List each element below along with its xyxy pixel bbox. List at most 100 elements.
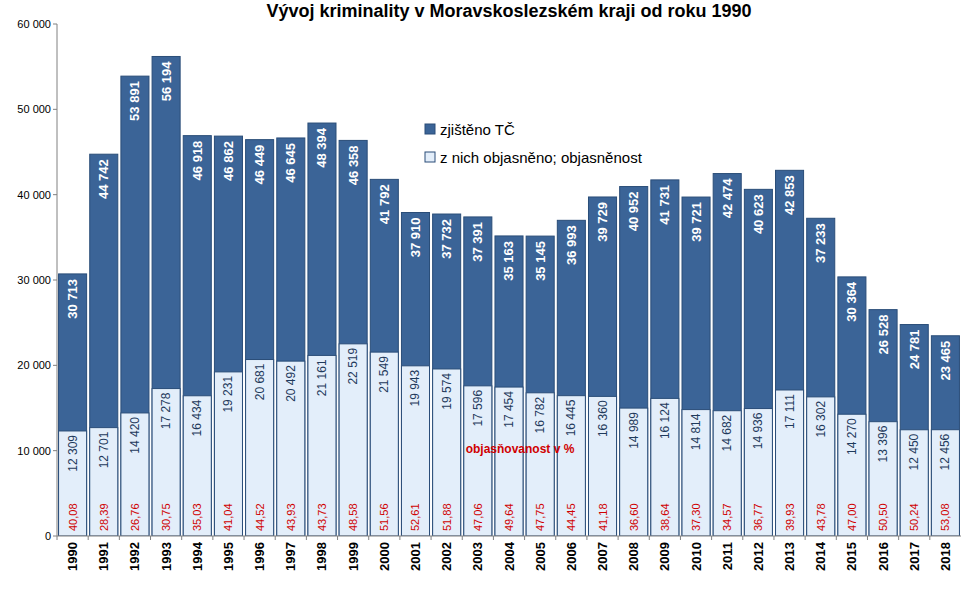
data-label: 14 682 bbox=[720, 414, 734, 451]
y-tick bbox=[53, 365, 57, 366]
data-label: 36 993 bbox=[564, 225, 579, 265]
x-tick bbox=[119, 536, 120, 540]
data-label: 20 681 bbox=[253, 363, 267, 400]
data-label: 44 742 bbox=[96, 159, 111, 199]
bar bbox=[682, 410, 710, 536]
data-label: 16 302 bbox=[814, 401, 828, 438]
bar bbox=[869, 310, 897, 536]
x-axis bbox=[57, 536, 961, 537]
data-label: 17 454 bbox=[502, 391, 516, 428]
rate-label: 47,06 bbox=[472, 503, 484, 531]
x-tick bbox=[929, 536, 930, 540]
data-label: 16 124 bbox=[658, 402, 672, 439]
x-tick-label: 2008 bbox=[626, 542, 641, 571]
bar bbox=[744, 189, 772, 536]
rate-label: 50,50 bbox=[877, 503, 889, 531]
x-tick bbox=[805, 536, 806, 540]
x-tick-label: 2003 bbox=[470, 542, 485, 571]
bar bbox=[495, 236, 523, 536]
bar bbox=[495, 387, 523, 536]
bar bbox=[246, 140, 274, 536]
data-label: 42 853 bbox=[782, 175, 797, 215]
data-label: 46 862 bbox=[221, 141, 236, 181]
data-label: 23 465 bbox=[938, 341, 953, 381]
bar bbox=[308, 355, 336, 536]
x-tick bbox=[493, 536, 494, 540]
data-label: 14 270 bbox=[845, 418, 859, 455]
x-tick-label: 2017 bbox=[907, 542, 922, 571]
x-tick-label: 2009 bbox=[657, 542, 672, 571]
bar bbox=[214, 372, 242, 536]
x-tick bbox=[742, 536, 743, 540]
x-tick-label: 2013 bbox=[782, 542, 797, 571]
bar bbox=[620, 187, 648, 536]
x-tick bbox=[898, 536, 899, 540]
bar bbox=[838, 277, 866, 536]
x-tick bbox=[555, 536, 556, 540]
data-label: 40 952 bbox=[626, 192, 641, 232]
x-tick bbox=[431, 536, 432, 540]
bar bbox=[713, 174, 741, 536]
data-label: 19 943 bbox=[408, 369, 422, 406]
y-tick-label: 10 000 bbox=[17, 445, 51, 457]
x-tick bbox=[680, 536, 681, 540]
y-tick-label: 20 000 bbox=[17, 359, 51, 371]
rate-label: 35,03 bbox=[191, 503, 203, 531]
legend-label: zjištěno TČ bbox=[440, 121, 515, 138]
y-tick bbox=[53, 280, 57, 281]
data-label: 17 596 bbox=[471, 390, 485, 427]
x-tick bbox=[368, 536, 369, 540]
bar bbox=[339, 140, 367, 536]
x-tick-label: 1992 bbox=[127, 542, 142, 571]
bars bbox=[59, 56, 960, 536]
x-tick bbox=[244, 536, 245, 540]
x-tick-label: 2015 bbox=[844, 542, 859, 571]
x-tick bbox=[57, 536, 58, 540]
rate-label: 52,61 bbox=[409, 503, 421, 531]
bar bbox=[401, 366, 429, 536]
bar bbox=[401, 213, 429, 536]
bar bbox=[59, 431, 87, 536]
data-label: 16 445 bbox=[564, 399, 578, 436]
bar bbox=[557, 396, 585, 536]
data-label: 41 792 bbox=[377, 184, 392, 224]
rate-label: 34,57 bbox=[721, 503, 733, 531]
x-tick-label: 1993 bbox=[159, 542, 174, 571]
data-label: 46 645 bbox=[283, 143, 298, 183]
x-tick bbox=[275, 536, 276, 540]
x-tick-label: 2010 bbox=[689, 542, 704, 571]
data-label: 17 278 bbox=[159, 392, 173, 429]
rate-label: 26,76 bbox=[129, 503, 141, 531]
bar bbox=[90, 428, 118, 536]
x-tick bbox=[524, 536, 525, 540]
x-tick bbox=[773, 536, 774, 540]
x-tick bbox=[649, 536, 650, 540]
x-tick-label: 2018 bbox=[938, 542, 953, 571]
x-tick-label: 1991 bbox=[96, 542, 111, 571]
bar bbox=[807, 397, 835, 536]
data-label: 20 492 bbox=[284, 365, 298, 402]
x-tick bbox=[181, 536, 182, 540]
rate-label: 41,18 bbox=[597, 503, 609, 531]
bar bbox=[308, 123, 336, 536]
data-label: 46 918 bbox=[190, 141, 205, 181]
data-label: 14 814 bbox=[689, 413, 703, 450]
x-tick-label: 2007 bbox=[595, 542, 610, 571]
data-label: 14 989 bbox=[627, 412, 641, 449]
x-tick-label: 2012 bbox=[751, 542, 766, 571]
rate-label: 48,58 bbox=[347, 503, 359, 531]
bar bbox=[277, 138, 305, 536]
annotation: objasňovanost v % bbox=[466, 442, 575, 456]
x-tick-label: 2014 bbox=[813, 541, 828, 571]
data-label: 24 781 bbox=[907, 330, 922, 370]
bar bbox=[464, 386, 492, 536]
bar bbox=[807, 218, 835, 536]
x-tick bbox=[618, 536, 619, 540]
bar bbox=[214, 136, 242, 536]
data-label: 30 364 bbox=[844, 281, 859, 322]
y-tick-label: 40 000 bbox=[17, 189, 51, 201]
bar bbox=[464, 217, 492, 536]
data-label: 41 731 bbox=[657, 185, 672, 225]
bar bbox=[90, 154, 118, 536]
data-label: 14 420 bbox=[128, 417, 142, 454]
